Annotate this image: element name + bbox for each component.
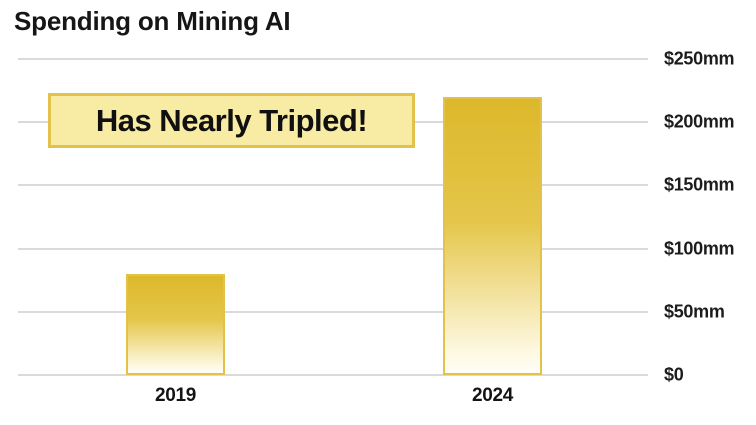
ytick-label-200: $200mm [664, 111, 735, 132]
annotation-callout: Has Nearly Tripled! [48, 93, 415, 148]
gridline-50 [18, 310, 648, 313]
ytick-label-150: $150mm [664, 174, 735, 195]
gridline-100 [18, 247, 648, 250]
xtick-label-2024: 2024 [471, 385, 514, 406]
ytick-label-100: $100mm [664, 238, 735, 259]
chart-title: Spending on Mining AI [14, 6, 291, 36]
gridline-250 [18, 57, 648, 60]
gridline-0 [18, 374, 648, 377]
gridline-150 [18, 184, 648, 187]
ytick-label-50: $50mm [664, 301, 725, 322]
ytick-label-250: $250mm [664, 48, 735, 69]
xtick-label-2019: 2019 [154, 385, 197, 406]
bar-2019 [126, 273, 225, 376]
bar-2024 [443, 96, 542, 376]
ytick-label-0: $0 [664, 364, 684, 385]
annotation-text: Has Nearly Tripled! [95, 102, 368, 138]
